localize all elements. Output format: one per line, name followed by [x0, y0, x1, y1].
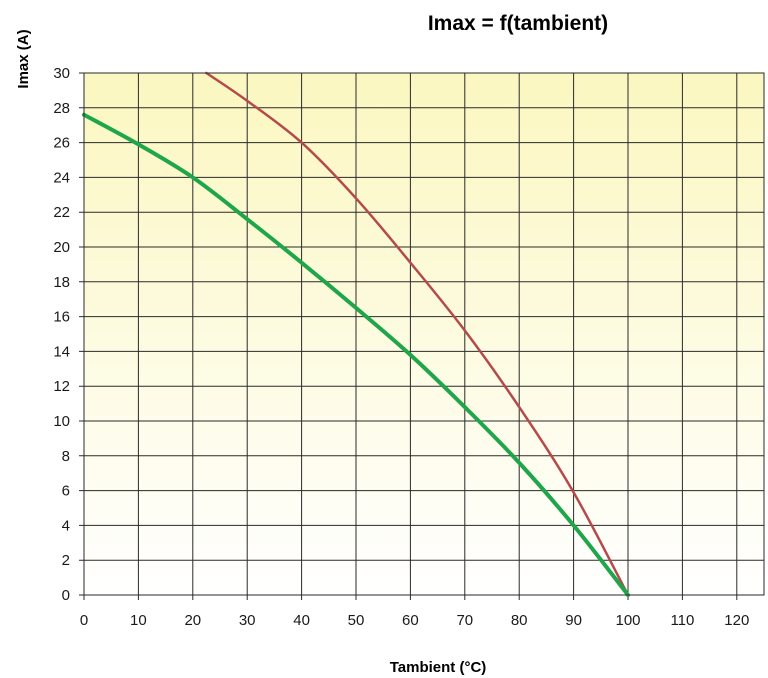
y-tick-label: 26	[53, 135, 70, 152]
y-tick-label: 18	[53, 274, 70, 291]
y-tick-label: 14	[53, 343, 70, 360]
y-tick-label: 22	[53, 204, 70, 221]
x-tick-label: 120	[724, 612, 749, 629]
x-tick-label: 50	[348, 612, 365, 629]
y-tick-label: 6	[62, 483, 70, 500]
y-tick-label: 0	[62, 587, 70, 604]
x-tick-label: 100	[615, 612, 640, 629]
red-series-line	[205, 71, 630, 597]
y-tick-label: 30	[53, 65, 70, 82]
y-tick-label: 10	[53, 413, 70, 430]
plot-background	[84, 73, 764, 595]
y-tick-label: 4	[62, 517, 70, 534]
x-axis-label: Tambient (°C)	[390, 659, 487, 676]
x-tick-label: 60	[402, 612, 419, 629]
x-tick-label: 70	[456, 612, 473, 629]
x-tick-label: 40	[293, 612, 310, 629]
x-tick-label: 10	[130, 612, 147, 629]
series-group	[82, 71, 630, 597]
tick-labels: 0 10 20 30 40 50 60 70 80 90 100 110 120024681012141…	[53, 65, 749, 629]
x-tick-label: 30	[239, 612, 256, 629]
plot-frame	[83, 72, 765, 596]
x-tick-label: 20	[184, 612, 201, 629]
y-axis-label: Imax (A)	[15, 29, 32, 88]
y-tick-label: 24	[53, 169, 70, 186]
chart-title: Imax = f(tambient)	[428, 12, 608, 35]
y-tick-label: 12	[53, 378, 70, 395]
y-tick-label: 2	[62, 552, 70, 569]
x-tick-label: 90	[565, 612, 582, 629]
x-tick-label: 110	[670, 612, 694, 629]
x-tick-label: 0	[80, 612, 88, 629]
y-tick-label: 20	[53, 239, 70, 256]
green-series-line	[82, 112, 630, 597]
x-tick-label: 80	[511, 612, 528, 629]
y-tick-label: 8	[62, 448, 70, 465]
y-tick-label: 16	[53, 309, 70, 326]
y-tick-label: 28	[53, 100, 70, 117]
